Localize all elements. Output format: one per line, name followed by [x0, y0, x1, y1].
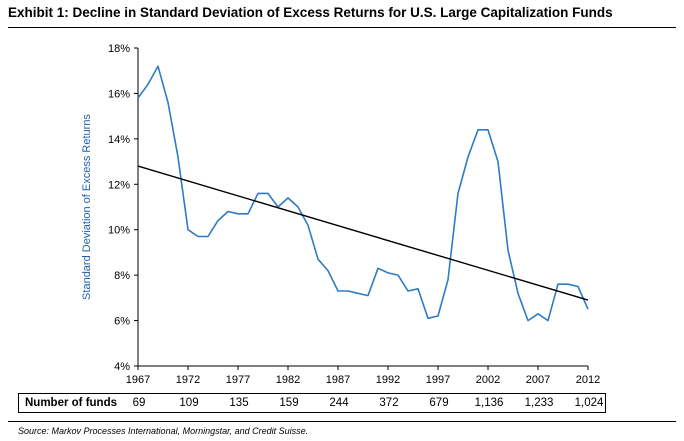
fund-count: 159: [279, 397, 299, 409]
fund-count: 679: [429, 397, 449, 409]
y-tick-label: 18%: [108, 43, 130, 55]
x-tick-label: 1972: [176, 374, 200, 386]
x-tick-label: 2007: [526, 374, 550, 386]
x-tick-label: 1982: [276, 374, 300, 386]
y-tick-label: 10%: [108, 225, 130, 237]
axes: [137, 48, 588, 367]
x-tick-label: 1987: [326, 374, 350, 386]
footer-divider: [8, 421, 676, 422]
x-tick-label: 1967: [126, 374, 150, 386]
y-tick-label: 4%: [114, 361, 130, 373]
excess-return-std-line: [137, 65, 589, 322]
y-axis-ticks: 4% 6% 8% 10% 12% 14% 16% 18%: [108, 43, 138, 373]
title-divider: [8, 27, 676, 28]
fund-count: 109: [179, 397, 199, 409]
trend-line: [137, 165, 589, 301]
y-tick-label: 16%: [108, 88, 130, 100]
y-tick-label: 14%: [108, 134, 130, 146]
fund-count: 372: [379, 397, 399, 409]
y-axis-label: Standard Deviation of Excess Returns: [81, 114, 93, 300]
y-tick-label: 6%: [114, 316, 130, 328]
x-tick-label: 1997: [426, 374, 450, 386]
fund-count: 1,136: [474, 397, 504, 409]
x-axis-ticks: 1967 1972 1977 1982 1987 1992 1997 2002 2007 2012: [126, 366, 600, 386]
x-tick-label: 2012: [576, 374, 600, 386]
fund-count: 69: [132, 397, 146, 409]
chart-title: Exhibit 1: Decline in Standard Deviation…: [8, 5, 613, 20]
series-lines: [137, 65, 589, 322]
x-tick-label: 1992: [376, 374, 400, 386]
x-tick-label: 1977: [226, 374, 250, 386]
number-of-funds-label: Number of funds: [25, 397, 117, 409]
source-note: Source: Markov Processes International, …: [18, 426, 309, 436]
y-tick-label: 8%: [114, 270, 130, 282]
fund-count: 135: [229, 397, 249, 409]
fund-count: 244: [329, 397, 349, 409]
y-tick-label: 12%: [108, 179, 130, 191]
number-of-funds-row: Number of funds 69 109 135 159 244 372 679 1,13…: [18, 393, 606, 413]
fund-count: 1,233: [524, 397, 554, 409]
fund-count: 1,024: [574, 397, 604, 409]
x-tick-label: 2002: [476, 374, 500, 386]
